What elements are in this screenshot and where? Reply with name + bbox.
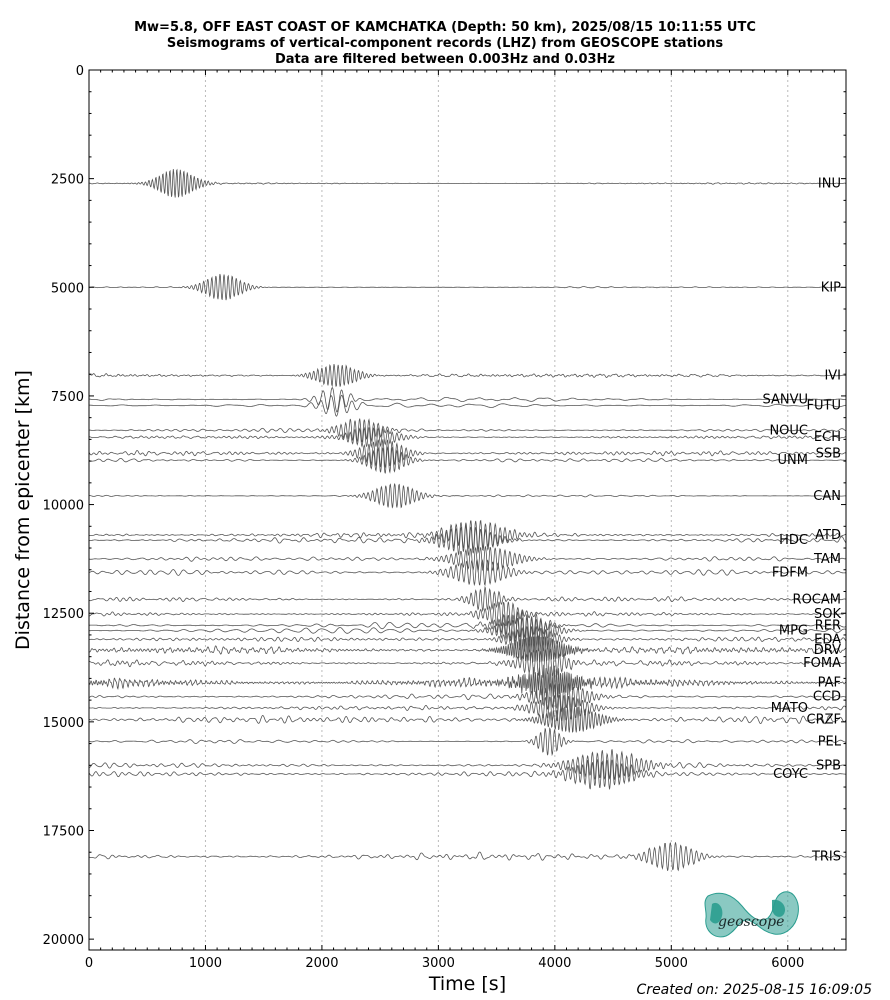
y-axis-label: Distance from epicenter [km] bbox=[12, 370, 34, 650]
station-label-kip: KIP bbox=[821, 280, 841, 295]
grid-lines bbox=[204, 70, 789, 950]
trace-ivi bbox=[89, 363, 846, 388]
station-label-tam: TAM bbox=[813, 552, 841, 567]
station-label-eda: EDA bbox=[814, 632, 841, 647]
trace-mpg bbox=[89, 617, 846, 644]
y-tick-label: 20000 bbox=[43, 933, 84, 948]
trace-foma bbox=[89, 648, 846, 679]
trace-mato bbox=[89, 694, 846, 722]
trace-rocam bbox=[89, 585, 846, 613]
trace-paf bbox=[89, 664, 846, 703]
station-label-pel: PEL bbox=[818, 734, 842, 749]
station-label-unm: UNM bbox=[778, 453, 808, 468]
trace-coyc bbox=[89, 759, 846, 791]
title-line-2: Seismograms of vertical-component record… bbox=[167, 36, 723, 51]
axes: 0 1000 2000 3000 4000 5000 6000 0 2500 5000 7500 10… bbox=[12, 64, 847, 995]
trace-pel bbox=[89, 727, 846, 757]
trace-ssb bbox=[89, 439, 846, 468]
station-label-sanvu: SANVU bbox=[762, 392, 808, 407]
station-label-rer: RER bbox=[815, 618, 841, 633]
x-tick-label: 3000 bbox=[422, 956, 455, 971]
station-label-inu: INU bbox=[818, 176, 841, 191]
y-tick-label: 15000 bbox=[43, 716, 84, 731]
station-label-crzf: CRZF bbox=[807, 713, 842, 728]
y-tick-label: 2500 bbox=[51, 173, 84, 188]
station-label-ivi: IVI bbox=[824, 369, 841, 384]
y-tick-label: 5000 bbox=[51, 281, 84, 296]
station-label-fdfm: FDFM bbox=[772, 565, 808, 580]
trace-kip bbox=[89, 273, 846, 301]
station-label-hdc: HDC bbox=[779, 533, 808, 548]
x-tick-label: 5000 bbox=[655, 956, 688, 971]
trace-spb bbox=[89, 749, 846, 780]
station-label-paf: PAF bbox=[818, 676, 841, 691]
station-label-rocam: ROCAM bbox=[793, 592, 841, 607]
seismogram-traces bbox=[89, 168, 846, 872]
station-label-drv: DRV bbox=[814, 643, 841, 658]
x-tick-label: 4000 bbox=[538, 956, 571, 971]
chart-title: Mw=5.8, OFF EAST COAST OF KAMCHATKA (Dep… bbox=[134, 20, 756, 67]
station-label-mpg: MPG bbox=[779, 624, 808, 639]
logo-land-shape bbox=[710, 899, 786, 924]
station-label-nouc: NOUC bbox=[769, 423, 808, 438]
trace-rer bbox=[89, 610, 846, 640]
station-label-futu: FUTU bbox=[807, 398, 841, 413]
trace-unm bbox=[89, 446, 846, 474]
geoscope-logo: geoscope bbox=[704, 891, 799, 938]
logo-text: geoscope bbox=[718, 914, 784, 930]
title-line-3: Data are filtered between 0.003Hz and 0.… bbox=[275, 52, 615, 67]
x-tick-label: 6000 bbox=[771, 956, 804, 971]
x-axis-label: Time [s] bbox=[428, 973, 506, 995]
plot-frame bbox=[88, 69, 847, 951]
trace-ech bbox=[89, 426, 846, 449]
trace-crzf bbox=[89, 705, 846, 733]
station-label-foma: FOMA bbox=[803, 656, 841, 671]
station-label-atd: ATD bbox=[815, 528, 841, 543]
station-label-ech: ECH bbox=[814, 430, 841, 445]
y-tick-label: 10000 bbox=[43, 499, 84, 514]
station-label-sok: SOK bbox=[814, 607, 841, 622]
trace-futu bbox=[89, 394, 846, 417]
trace-drv bbox=[89, 635, 846, 663]
trace-inu bbox=[89, 168, 846, 198]
trace-nouc bbox=[89, 418, 846, 443]
trace-sanvu bbox=[89, 387, 846, 413]
y-tick-label: 17500 bbox=[43, 824, 84, 839]
station-label-spb: SPB bbox=[816, 758, 841, 773]
created-on-stamp: Created on: 2025-08-15 16:09:05 bbox=[636, 982, 872, 998]
x-tick-label: 1000 bbox=[189, 956, 222, 971]
title-line-1: Mw=5.8, OFF EAST COAST OF KAMCHATKA (Dep… bbox=[134, 20, 756, 35]
trace-fdfm bbox=[89, 559, 846, 587]
y-tick-label: 7500 bbox=[51, 390, 84, 405]
station-label-tris: TRIS bbox=[811, 850, 841, 865]
trace-tris bbox=[89, 842, 846, 872]
trace-can bbox=[89, 483, 846, 509]
station-label-coyc: COYC bbox=[773, 767, 808, 782]
x-tick-label: 2000 bbox=[305, 956, 338, 971]
trace-ccd bbox=[89, 682, 846, 713]
y-tick-label: 0 bbox=[76, 64, 84, 79]
trace-hdc bbox=[89, 525, 846, 557]
trace-sok bbox=[89, 601, 846, 627]
trace-eda bbox=[89, 626, 846, 653]
station-label-mato: MATO bbox=[771, 701, 808, 716]
x-tick-label: 0 bbox=[85, 956, 93, 971]
trace-tam bbox=[89, 546, 846, 573]
y-tick-label: 12500 bbox=[43, 607, 84, 622]
station-label-can: CAN bbox=[813, 489, 841, 504]
station-label-ssb: SSB bbox=[816, 446, 841, 461]
station-label-ccd: CCD bbox=[813, 690, 841, 705]
